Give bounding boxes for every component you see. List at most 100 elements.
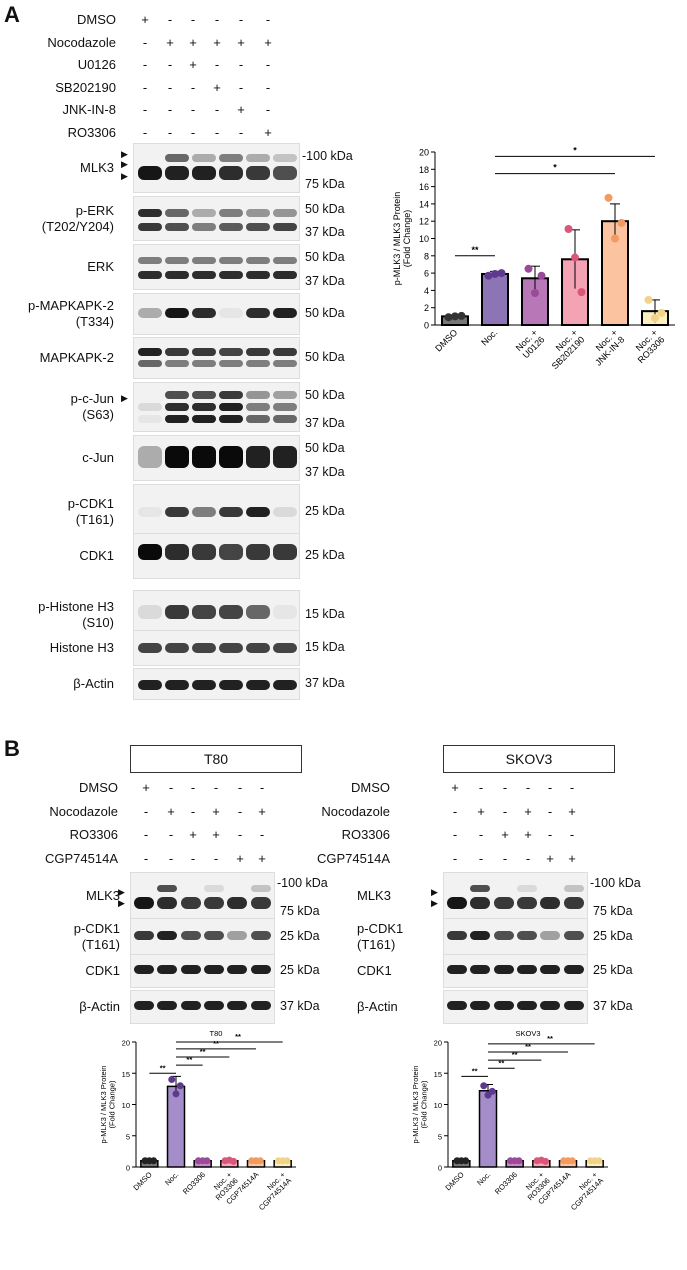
kda-marker: -100 kDa (277, 876, 328, 890)
western-blot-image (133, 630, 300, 666)
blot-band (219, 605, 243, 619)
blot-band (563, 885, 584, 892)
data-point (176, 1082, 184, 1090)
blot-band (165, 308, 189, 318)
data-point (256, 1157, 264, 1165)
kda-marker: 50 kDa (305, 250, 345, 264)
blot-band (246, 415, 270, 423)
y-tick-label: 0 (438, 1164, 442, 1173)
treatment-sign: + (477, 803, 485, 819)
kda-marker: 75 kDa (280, 904, 320, 918)
y-tick-label: 20 (122, 1039, 130, 1048)
blot-band (219, 223, 243, 231)
blot-band (219, 680, 243, 690)
y-tick-label: 20 (434, 1039, 442, 1048)
blot-band (246, 308, 270, 318)
treatment-sign: + (568, 803, 576, 819)
blot-band (165, 271, 189, 279)
blot-band (180, 897, 201, 909)
treatment-sign: + (189, 827, 197, 842)
blot-label: Histone H3 (49, 640, 114, 655)
data-point (611, 234, 619, 243)
data-point (491, 269, 499, 278)
treatment-sign: + (451, 780, 459, 795)
blot-band (192, 643, 216, 653)
treatment-sign: - (452, 850, 458, 866)
blot-band (192, 166, 216, 180)
y-tick-label: 14 (419, 199, 429, 209)
treatment-sign: - (238, 12, 244, 27)
blot-band (470, 1001, 491, 1010)
data-point (150, 1157, 158, 1165)
blot-band (563, 897, 584, 909)
treatment-sign: + (524, 803, 532, 819)
treatment-sign: + (264, 34, 272, 50)
blot-label: CDK1 (85, 963, 120, 978)
blot-band (246, 446, 270, 468)
blot-band (219, 308, 243, 318)
bar (478, 1090, 498, 1168)
kda-marker: 25 kDa (305, 548, 345, 562)
significance-label: ** (235, 1032, 241, 1041)
y-tick-label: 10 (419, 234, 429, 244)
y-axis-label: p-MLK3 / MLK3 Protein(Fold Change) (99, 1066, 117, 1144)
y-axis-label: p-MLK3 / MLK3 Protein(Fold Change) (392, 192, 412, 286)
blot-band (273, 403, 297, 411)
x-tick-label: RO3306 (493, 1170, 519, 1196)
y-tick-label: 5 (126, 1132, 130, 1141)
blot-label: c-Jun (82, 450, 114, 465)
blot-band (219, 403, 243, 411)
treatment-sign: - (265, 79, 271, 95)
blot-band (192, 257, 216, 264)
blot-band (165, 415, 189, 423)
treatment-label: CGP74514A (45, 850, 118, 866)
treatment-sign: - (502, 780, 508, 795)
blot-band (165, 507, 189, 517)
treatment-sign: + (258, 850, 266, 866)
western-blot-image (133, 484, 300, 540)
data-point (651, 314, 659, 323)
treatment-sign: - (569, 780, 575, 795)
panel-a-letter: A (4, 2, 20, 27)
blot-band (203, 897, 224, 909)
data-point (571, 253, 579, 262)
treatment-sign: - (190, 780, 196, 795)
significance-label: ** (498, 1058, 504, 1067)
blot-band (470, 885, 491, 892)
western-blot-image (130, 954, 275, 988)
blot-band (219, 415, 243, 423)
blot-band (165, 403, 189, 411)
western-blot-image (443, 990, 588, 1024)
western-blot-image (130, 990, 275, 1024)
blot-band (563, 965, 584, 974)
y-tick-label: 2 (424, 303, 429, 313)
blot-band (273, 257, 297, 264)
treatment-sign: + (237, 34, 245, 50)
y-tick-label: 0 (126, 1164, 130, 1173)
blot-band (273, 166, 297, 180)
x-tick-label: RO3306 (181, 1170, 207, 1196)
blot-band (165, 257, 189, 264)
treatment-sign: - (190, 102, 196, 117)
blot-band (470, 897, 491, 909)
data-point (577, 288, 586, 297)
treatment-sign: - (478, 827, 484, 842)
treatment-sign: - (237, 780, 243, 795)
treatment-sign: + (213, 79, 221, 95)
blot-band (246, 544, 270, 560)
treatment-sign: + (166, 34, 174, 50)
y-tick-label: 6 (424, 269, 429, 279)
y-tick-label: 4 (424, 286, 429, 296)
treatment-label: DMSO (77, 12, 116, 27)
data-point (488, 1087, 496, 1095)
blot-band (192, 391, 216, 399)
t80-title-box: T80 (130, 745, 302, 773)
x-tick-label: Noc. (163, 1170, 180, 1187)
blot-band (138, 223, 162, 231)
blot-band (246, 166, 270, 180)
significance-label: ** (160, 1063, 166, 1072)
data-point (657, 308, 666, 317)
y-tick-label: 10 (122, 1101, 130, 1110)
x-tick-label: Noc. (479, 327, 499, 347)
data-point (604, 193, 613, 202)
